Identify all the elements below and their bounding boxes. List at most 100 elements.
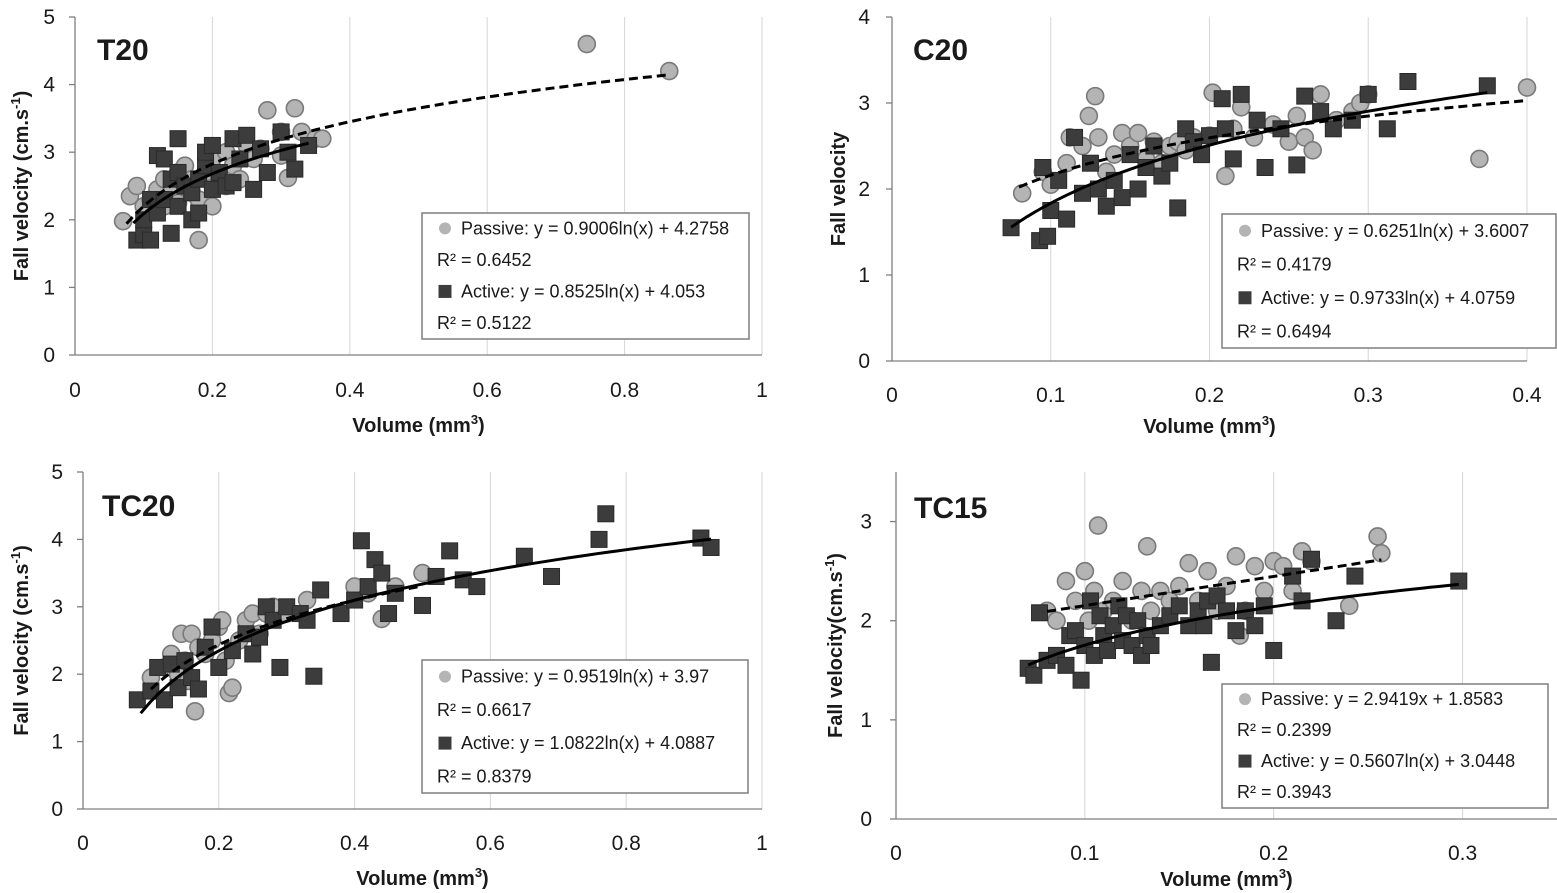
y-tick-label: 1 <box>43 276 55 299</box>
point-passive <box>285 98 305 118</box>
point-active <box>1066 128 1084 146</box>
point-active <box>169 679 187 697</box>
y-tick-label: 0 <box>860 808 872 831</box>
x-tick-label: 1 <box>756 832 768 855</box>
trendline-passive <box>1046 558 1382 613</box>
legend-r-squared: R² = 0.6452 <box>437 250 532 270</box>
point-active <box>590 530 608 548</box>
point-active <box>1072 671 1090 689</box>
point-active <box>1099 641 1117 659</box>
legend-r-squared: R² = 0.6494 <box>1237 321 1332 341</box>
chart-panel-tc15: 0 1 2 3 0 0.1 0.2 0.3 Volume (mm3) Fall velocity(… <box>822 472 1557 891</box>
y-axis-title: Fall velocity <box>828 131 850 246</box>
point-active <box>1312 103 1330 121</box>
y-tick-label: 5 <box>43 6 55 29</box>
x-tick-label: 0 <box>69 379 81 402</box>
legend-r-squared: R² = 0.6617 <box>437 700 532 720</box>
legend-box <box>421 659 749 794</box>
x-tick-label: 0 <box>77 832 89 855</box>
x-tick-label: 0.6 <box>476 832 505 855</box>
point-passive <box>1057 153 1076 173</box>
legend-marker-square <box>438 284 452 298</box>
point-active <box>1129 612 1147 630</box>
point-active <box>380 605 398 623</box>
point-passive <box>1141 601 1161 621</box>
y-tick-label: 3 <box>860 511 872 534</box>
point-active <box>1082 592 1100 610</box>
x-tick-label: 0.4 <box>340 832 370 855</box>
legend-marker-circle <box>1239 693 1251 706</box>
point-active <box>1031 604 1049 622</box>
point-passive <box>1113 571 1132 591</box>
point-passive <box>1216 166 1235 186</box>
point-active <box>1324 120 1342 138</box>
legend-marker-circle <box>1239 224 1251 237</box>
x-tick-label: 0.2 <box>1259 842 1288 865</box>
point-active <box>597 505 615 523</box>
trendline-active <box>1027 582 1459 667</box>
point-passive <box>223 678 242 697</box>
y-tick-label: 1 <box>51 731 63 754</box>
y-axis-title: Fall velocity(cm.s-1) <box>822 553 847 738</box>
point-passive <box>1372 543 1391 563</box>
y-tick-label: 3 <box>43 141 55 164</box>
point-active <box>169 197 187 215</box>
point-active <box>245 180 263 198</box>
point-active <box>1058 210 1076 228</box>
point-active <box>224 174 242 192</box>
trendline-active <box>139 537 712 715</box>
y-tick-label: 2 <box>860 610 872 633</box>
point-active <box>210 658 228 676</box>
point-active <box>1034 159 1052 176</box>
point-passive <box>659 61 679 81</box>
point-active <box>702 538 720 556</box>
y-tick-label: 4 <box>51 528 63 551</box>
point-active <box>1202 653 1220 671</box>
point-passive <box>1339 596 1359 616</box>
point-active <box>1169 199 1187 217</box>
y-tick-label: 2 <box>51 663 63 686</box>
point-active <box>1208 587 1226 605</box>
panel-title: C20 <box>913 34 968 67</box>
panel-title: TC15 <box>914 492 987 525</box>
point-active <box>162 224 180 242</box>
point-active <box>359 578 377 596</box>
point-active <box>1288 156 1306 174</box>
point-active <box>1142 637 1160 654</box>
legend-equation: Passive: y = 0.9519ln(x) + 3.97 <box>461 667 709 687</box>
y-tick-label: 5 <box>51 461 63 484</box>
point-passive <box>577 34 597 54</box>
point-active <box>128 691 146 709</box>
x-tick-label: 0.4 <box>1512 384 1542 407</box>
trendline-passive <box>125 73 670 225</box>
x-tick-label: 0 <box>886 384 898 407</box>
point-passive <box>1368 527 1387 546</box>
point-active <box>352 532 370 550</box>
y-tick-label: 3 <box>51 596 63 619</box>
point-active <box>1039 227 1057 245</box>
legend-marker-square <box>1238 291 1252 305</box>
point-active <box>203 618 221 636</box>
legend-equation: Passive: y = 0.6251ln(x) + 3.6007 <box>1261 221 1529 241</box>
point-active <box>271 658 289 676</box>
point-active <box>1170 597 1188 615</box>
point-passive <box>1287 106 1307 126</box>
legend-box <box>1221 683 1549 809</box>
chart-panel-t20: 0 1 2 3 4 5 0 0.2 0.4 0.6 0.8 1 Volume (mm3) Fall vel… <box>8 6 768 437</box>
point-passive <box>1047 611 1066 631</box>
point-active <box>1378 120 1396 138</box>
point-passive <box>113 211 133 231</box>
point-active <box>272 123 290 141</box>
point-passive <box>1179 553 1199 573</box>
point-passive <box>258 100 277 120</box>
legend-r-squared: R² = 0.5122 <box>437 313 532 333</box>
x-tick-label: 0.8 <box>610 379 639 402</box>
point-passive <box>1470 149 1489 169</box>
point-active <box>190 204 208 222</box>
x-axis-title: Volume (mm3) <box>356 865 488 890</box>
legend-equation: Active: y = 1.0822ln(x) + 4.0887 <box>461 733 715 753</box>
point-active <box>1232 85 1250 103</box>
point-active <box>244 645 262 663</box>
point-active <box>1327 612 1345 630</box>
x-tick-label: 0.6 <box>473 379 502 402</box>
